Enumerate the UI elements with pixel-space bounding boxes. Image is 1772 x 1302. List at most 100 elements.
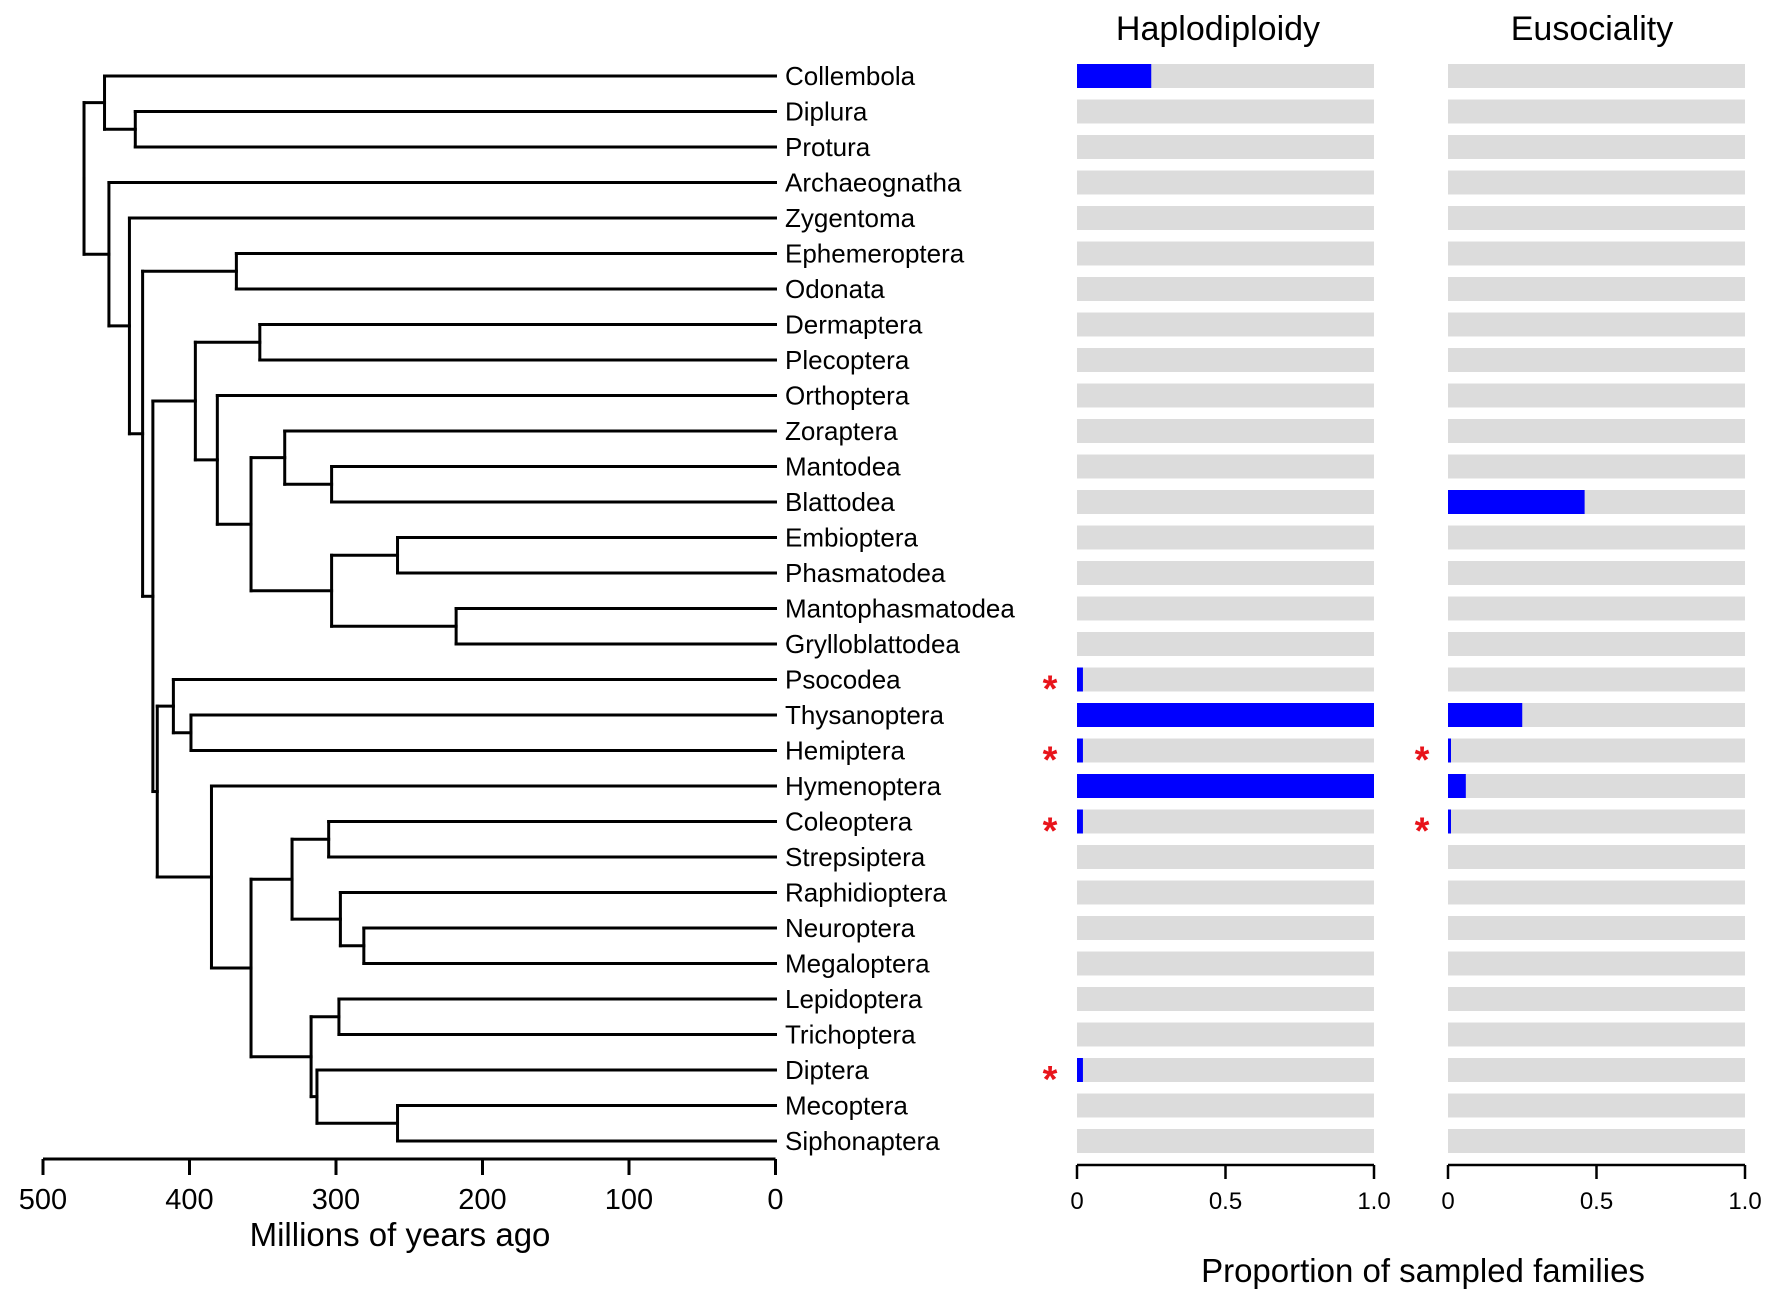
haplodiploidy-bar-hymenoptera [1077, 774, 1374, 798]
eusociality-track-embioptera [1448, 525, 1745, 550]
eusociality-bar-hemiptera [1448, 738, 1451, 763]
haplodiploidy-track-odonata [1077, 277, 1374, 301]
taxon-label-odonata: Odonata [785, 274, 885, 304]
haplodiploidy-bar-diptera [1077, 1058, 1083, 1082]
taxon-label-phasmatodea: Phasmatodea [785, 558, 946, 588]
taxon-label-psocodea: Psocodea [785, 665, 901, 695]
haplodiploidy-track-archaeognatha [1077, 170, 1374, 195]
eusociality-track-grylloblattodea [1448, 632, 1745, 656]
taxon-label-protura: Protura [785, 132, 871, 162]
eusociality-track-mantodea [1448, 454, 1745, 479]
eusociality-bar-thysanoptera [1448, 703, 1523, 727]
haplodiploidy-track-dermaptera [1077, 312, 1374, 337]
haplodiploidy-track-mecoptera [1077, 1093, 1374, 1118]
taxon-label-trichoptera: Trichoptera [785, 1020, 916, 1050]
time-tick-label-100: 100 [605, 1184, 653, 1216]
haplodiploidy-track-neuroptera [1077, 916, 1374, 940]
taxon-label-raphidioptera: Raphidioptera [785, 878, 947, 908]
eusociality-track-collembola [1448, 64, 1745, 88]
time-tick-label-400: 400 [165, 1184, 213, 1216]
eusociality-track-dermaptera [1448, 312, 1745, 337]
taxon-label-zygentoma: Zygentoma [785, 203, 916, 233]
haplodiploidy-track-grylloblattodea [1077, 632, 1374, 656]
haplodiploidy-star-coleoptera: * [1043, 811, 1058, 853]
haplodiploidy-title: Haplodiploidy [1116, 10, 1320, 48]
eusociality-tick-label-0: 0 [1441, 1188, 1454, 1215]
eusociality-star-coleoptera: * [1415, 811, 1430, 853]
eusociality-track-zygentoma [1448, 206, 1745, 230]
taxon-label-ephemeroptera: Ephemeroptera [785, 239, 965, 269]
taxon-label-hemiptera: Hemiptera [785, 736, 905, 766]
haplodiploidy-panel: Haplodiploidy * * * * 0 0.5 1.0 [1043, 10, 1391, 1215]
haplodiploidy-track-hemiptera [1077, 738, 1374, 763]
eusociality-track-coleoptera [1448, 809, 1745, 834]
phylogenetic-tree [82, 74, 777, 1143]
proportion-axis-title: Proportion of sampled families [1201, 1252, 1645, 1289]
time-tick-label-200: 200 [458, 1184, 506, 1216]
taxon-labels: Collembola Diplura Protura Archaeognatha Zyg… [785, 61, 1015, 1156]
haplodiploidy-track-zygentoma [1077, 206, 1374, 230]
haplodiploidy-star-hemiptera: * [1043, 740, 1058, 782]
eusociality-title: Eusociality [1511, 10, 1674, 48]
eusociality-track-phasmatodea [1448, 561, 1745, 585]
time-tick-label-0: 0 [767, 1184, 783, 1216]
eusociality-bar-coleoptera [1448, 809, 1451, 834]
taxon-label-plecoptera: Plecoptera [785, 345, 910, 375]
eusociality-panel: Eusociality * * 0 0.5 1.0 [1415, 10, 1762, 1215]
taxon-label-mecoptera: Mecoptera [785, 1091, 908, 1121]
eusociality-bar-blattodea [1448, 490, 1585, 514]
eusociality-track-diptera [1448, 1058, 1745, 1082]
taxon-label-neuroptera: Neuroptera [785, 913, 916, 943]
haplodiploidy-track-coleoptera [1077, 809, 1374, 834]
taxon-label-diplura: Diplura [785, 97, 868, 127]
eusociality-track-diplura [1448, 99, 1745, 124]
haplodiploidy-track-psocodea [1077, 667, 1374, 692]
taxon-label-dermaptera: Dermaptera [785, 310, 923, 340]
haplodiploidy-track-megaloptera [1077, 951, 1374, 976]
taxon-label-siphonaptera: Siphonaptera [785, 1126, 940, 1156]
taxon-label-embioptera: Embioptera [785, 523, 918, 553]
haplodiploidy-bar-psocodea [1077, 667, 1083, 692]
haplodiploidy-track-strepsiptera [1077, 845, 1374, 869]
eusociality-tick-label-1: 0.5 [1580, 1188, 1613, 1215]
eusociality-track-zoraptera [1448, 419, 1745, 443]
eusociality-track-mecoptera [1448, 1093, 1745, 1118]
haplodiploidy-tick-label-1: 0.5 [1209, 1188, 1242, 1215]
eusociality-track-neuroptera [1448, 916, 1745, 940]
haplodiploidy-bar-coleoptera [1077, 809, 1083, 834]
haplodiploidy-track-siphonaptera [1077, 1129, 1374, 1153]
taxon-label-thysanoptera: Thysanoptera [785, 700, 945, 730]
haplodiploidy-tick-label-0: 0 [1070, 1188, 1083, 1215]
taxon-label-mantodea: Mantodea [785, 452, 901, 482]
eusociality-track-mantophasmatodea [1448, 596, 1745, 621]
haplodiploidy-track-orthoptera [1077, 383, 1374, 408]
haplodiploidy-star-diptera: * [1043, 1059, 1058, 1101]
taxon-label-coleoptera: Coleoptera [785, 807, 913, 837]
eusociality-track-trichoptera [1448, 1022, 1745, 1047]
eusociality-track-orthoptera [1448, 383, 1745, 408]
taxon-label-megaloptera: Megaloptera [785, 949, 930, 979]
haplodiploidy-track-mantophasmatodea [1077, 596, 1374, 621]
eusociality-track-raphidioptera [1448, 880, 1745, 905]
eusociality-track-protura [1448, 135, 1745, 159]
eusociality-track-hemiptera [1448, 738, 1745, 763]
haplodiploidy-track-phasmatodea [1077, 561, 1374, 585]
eusociality-tick-label-2: 1.0 [1728, 1188, 1761, 1215]
haplodiploidy-tick-label-2: 1.0 [1357, 1188, 1390, 1215]
haplodiploidy-track-mantodea [1077, 454, 1374, 479]
haplodiploidy-bar-hemiptera [1077, 738, 1083, 763]
taxon-label-hymenoptera: Hymenoptera [785, 771, 942, 801]
haplodiploidy-bar-collembola [1077, 64, 1152, 88]
taxon-label-mantophasmatodea: Mantophasmatodea [785, 594, 1015, 624]
haplodiploidy-bar-thysanoptera [1077, 703, 1374, 727]
haplodiploidy-track-lepidoptera [1077, 987, 1374, 1011]
taxon-label-diptera: Diptera [785, 1055, 869, 1085]
taxon-label-orthoptera: Orthoptera [785, 381, 910, 411]
eusociality-track-megaloptera [1448, 951, 1745, 976]
eusociality-star-hemiptera: * [1415, 740, 1430, 782]
eusociality-track-hymenoptera [1448, 774, 1745, 798]
haplodiploidy-track-embioptera [1077, 525, 1374, 550]
time-tick-label-300: 300 [312, 1184, 360, 1216]
eusociality-track-odonata [1448, 277, 1745, 301]
